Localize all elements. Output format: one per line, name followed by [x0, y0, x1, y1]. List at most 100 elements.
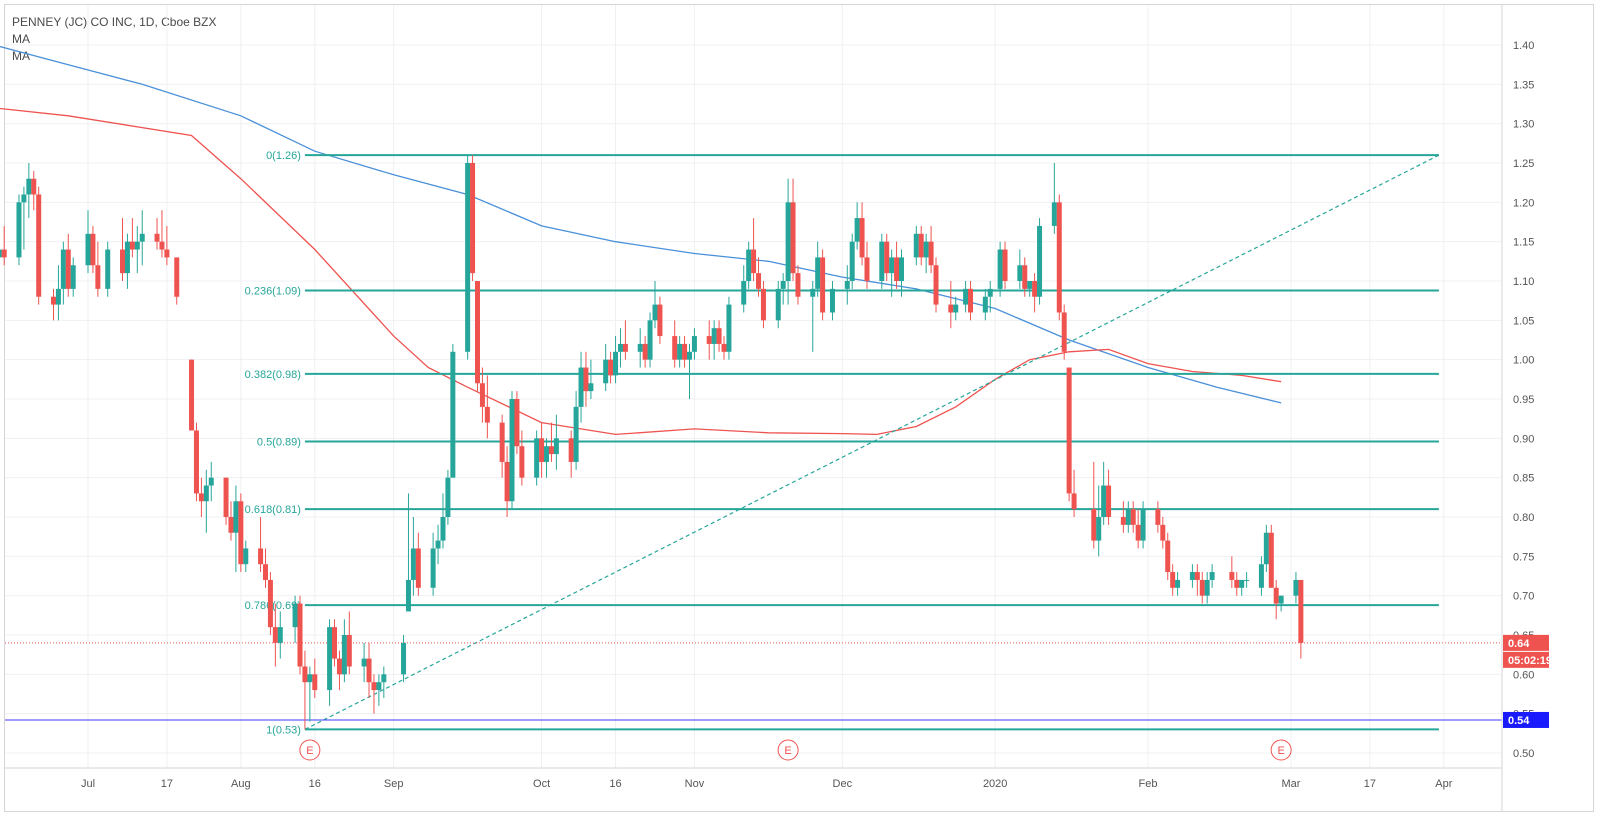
- candle-body: [820, 257, 826, 313]
- candle-body: [1061, 312, 1067, 352]
- time-tick-label: 17: [161, 778, 173, 790]
- candle-body: [617, 343, 623, 352]
- moving-averages: [0, 45, 1282, 436]
- candle-body: [711, 328, 717, 344]
- candle-body: [997, 249, 1003, 289]
- candle-body: [652, 304, 658, 321]
- candle-body: [687, 351, 692, 360]
- candle-body: [982, 296, 988, 313]
- candle-body: [706, 336, 712, 344]
- candle-body: [519, 446, 525, 478]
- candle-body: [1175, 579, 1181, 588]
- ma-legend-slow[interactable]: MA: [12, 49, 30, 63]
- fibonacci-retracement[interactable]: 0(1.26) 0.236(1.09) 0.382(0.98) 0.5(0.89) 0.…: [245, 150, 1439, 736]
- candle-body: [31, 178, 37, 195]
- candle-body: [859, 218, 865, 258]
- price-axis[interactable]: 1.40 1.35 1.30 1.25 1.20 1.15 1.10 1.05 1.00 0.95…: [1501, 5, 1534, 812]
- candle-body: [376, 682, 382, 691]
- candle-body: [405, 579, 411, 612]
- candle-body: [292, 603, 298, 628]
- candle-body: [815, 257, 821, 289]
- trend-line[interactable]: [5, 154, 1502, 730]
- earnings-marker-label: E: [1277, 745, 1284, 757]
- candle-body: [928, 241, 934, 266]
- candle-body: [1199, 579, 1205, 596]
- price-tick-label: 1.35: [1513, 79, 1534, 91]
- candle-body: [1293, 579, 1299, 596]
- time-tick-label: Dec: [833, 778, 853, 790]
- candle-body: [243, 548, 249, 565]
- candle-body: [381, 674, 387, 683]
- candle-body: [26, 178, 32, 195]
- candle-body: [785, 202, 791, 281]
- candle-body: [410, 548, 416, 580]
- candle-body: [884, 241, 890, 274]
- candle-body: [120, 249, 126, 274]
- candle-body: [849, 241, 855, 281]
- candle-body: [1, 249, 7, 258]
- candle-body: [302, 666, 308, 683]
- time-axis[interactable]: Jul 17 Aug 16 Sep Oct 16 Nov Dec 2020 Feb Mar 17 Apr: [5, 767, 1502, 790]
- candle-body: [1229, 572, 1235, 580]
- candle-body: [741, 281, 747, 305]
- candle-body: [361, 658, 367, 667]
- candle-body: [790, 202, 796, 274]
- candle-body: [1051, 202, 1057, 226]
- candle-body: [613, 351, 619, 376]
- candle-body: [312, 674, 318, 691]
- candle-body: [622, 343, 628, 352]
- candle-body: [228, 517, 234, 533]
- time-tick-label: 2020: [983, 778, 1007, 790]
- candle-body: [1263, 532, 1269, 565]
- price-tick-label: 0.50: [1513, 748, 1534, 760]
- candle-body: [1194, 572, 1200, 580]
- time-tick-label: 17: [1364, 778, 1376, 790]
- candle-body: [465, 163, 471, 352]
- candle-body: [484, 406, 490, 423]
- ma-fast-line: [0, 107, 1282, 436]
- price-tick-label: 0.70: [1513, 591, 1534, 603]
- candle-body: [1106, 485, 1112, 517]
- candle-body: [139, 233, 145, 242]
- dashed-trend-line[interactable]: [304, 154, 1440, 730]
- candlesticks: [0, 155, 1304, 730]
- time-tick-label: Feb: [1139, 778, 1158, 790]
- time-tick-label: Mar: [1282, 778, 1301, 790]
- countdown-tag-background: [1503, 651, 1549, 668]
- candle-body: [677, 343, 683, 360]
- candle-body: [899, 257, 905, 281]
- candle-body: [948, 304, 954, 313]
- earnings-marker-label: E: [306, 745, 313, 757]
- price-tick-label: 1.20: [1513, 197, 1534, 209]
- candle-body: [1268, 532, 1274, 588]
- chart-frame: [4, 4, 1594, 812]
- ma-legend-fast[interactable]: MA: [12, 32, 30, 46]
- price-tick-label: 1.05: [1513, 315, 1534, 327]
- candle-body: [336, 658, 342, 675]
- grid-lines: [5, 5, 1502, 768]
- candle-body: [913, 233, 919, 258]
- candle-body: [1101, 485, 1107, 517]
- candle-body: [445, 477, 451, 517]
- candle-body: [544, 446, 550, 462]
- candle-body: [65, 249, 71, 289]
- symbol-title[interactable]: PENNEY (JC) CO INC, 1D, Cboe BZX: [12, 15, 217, 29]
- candle-body: [1155, 509, 1161, 525]
- candle-body: [55, 288, 61, 305]
- candle-body: [953, 304, 959, 313]
- candle-body: [450, 351, 456, 478]
- earnings-marker: [299, 739, 321, 761]
- candle-body: [637, 343, 643, 352]
- candle-body: [548, 446, 554, 455]
- candle-body: [1273, 587, 1279, 604]
- candle-body: [760, 288, 766, 321]
- candle-body: [1002, 249, 1008, 281]
- candle-body: [1140, 509, 1146, 541]
- candle-body: [751, 249, 757, 274]
- candle-body: [193, 430, 199, 494]
- candle-body: [504, 461, 510, 502]
- candle-body: [923, 241, 929, 258]
- candle-body: [124, 241, 130, 274]
- candle-body: [573, 406, 579, 462]
